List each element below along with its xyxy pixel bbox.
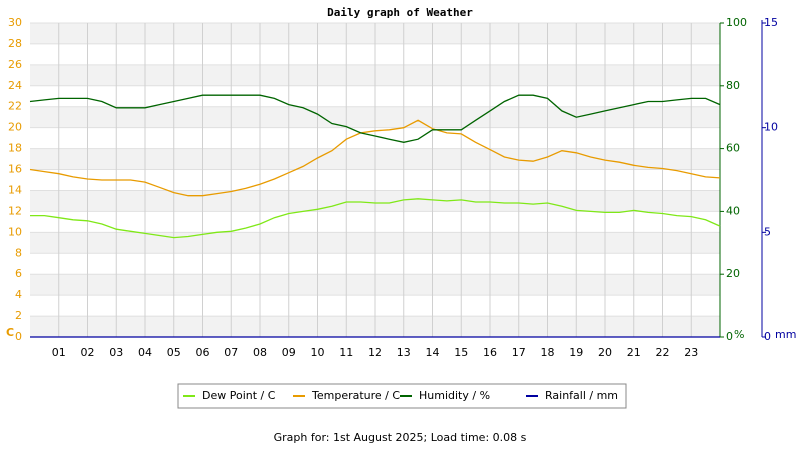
y2-tick-label: 80 (726, 79, 740, 92)
y2-tick-label: 40 (726, 204, 740, 217)
y-tick-label: 26 (8, 58, 22, 71)
y-axis-label: C (6, 326, 14, 339)
x-tick-label: 07 (224, 346, 238, 359)
y2-tick-label: 20 (726, 267, 740, 280)
y-tick-label: 30 (8, 16, 22, 29)
x-tick-label: 21 (627, 346, 641, 359)
y-tick-label: 20 (8, 121, 22, 134)
x-tick-label: 23 (684, 346, 698, 359)
legend-label: Humidity / % (419, 389, 490, 402)
y-tick-label: 22 (8, 100, 22, 113)
x-tick-label: 04 (138, 346, 152, 359)
y3-axis-label: mm (775, 328, 796, 341)
x-tick-label: 17 (512, 346, 526, 359)
x-tick-label: 05 (167, 346, 181, 359)
legend-label: Rainfall / mm (545, 389, 618, 402)
y2-tick-label: 60 (726, 142, 740, 155)
x-tick-label: 06 (196, 346, 210, 359)
y-tick-label: 12 (8, 204, 22, 217)
x-tick-label: 01 (52, 346, 66, 359)
x-tick-label: 13 (397, 346, 411, 359)
y2-tick-label: 100 (726, 16, 747, 29)
x-tick-label: 12 (368, 346, 382, 359)
y-tick-label: 2 (15, 309, 22, 322)
legend-label: Temperature / C (311, 389, 400, 402)
y-tick-label: 14 (8, 183, 22, 196)
series-line (29, 119, 721, 197)
y-tick-label: 6 (15, 267, 22, 280)
y2-axis-label: % (734, 328, 744, 341)
y3-tick-label: 5 (764, 225, 771, 238)
x-tick-label: 02 (81, 346, 95, 359)
y-tick-label: 4 (15, 288, 22, 301)
series-line (29, 94, 721, 143)
y3-tick-label: 10 (764, 121, 778, 134)
y3-tick-label: 0 (764, 330, 771, 343)
x-tick-label: 10 (311, 346, 325, 359)
x-tick-label: 16 (483, 346, 497, 359)
x-tick-label: 14 (426, 346, 440, 359)
x-tick-label: 11 (339, 346, 353, 359)
x-tick-label: 08 (253, 346, 267, 359)
y3-tick-label: 15 (764, 16, 778, 29)
x-tick-label: 15 (454, 346, 468, 359)
x-tick-label: 22 (656, 346, 670, 359)
y-tick-label: 16 (8, 163, 22, 176)
x-tick-label: 09 (282, 346, 296, 359)
series-line (30, 198, 721, 239)
x-tick-label: 19 (569, 346, 583, 359)
x-tick-label: 20 (598, 346, 612, 359)
y-tick-label: 24 (8, 79, 22, 92)
y-tick-label: 28 (8, 37, 22, 50)
y-tick-label: 0 (15, 330, 22, 343)
legend-label: Dew Point / C (202, 389, 276, 402)
y2-tick-label: 0 (726, 330, 733, 343)
chart-title: Daily graph of Weather (327, 6, 473, 19)
x-tick-label: 18 (541, 346, 555, 359)
y-tick-label: 10 (8, 225, 22, 238)
y-tick-label: 8 (15, 246, 22, 259)
footer: Graph for: 1st August 2025; Load time: 0… (274, 431, 527, 444)
x-tick-label: 03 (109, 346, 123, 359)
y-tick-label: 18 (8, 142, 22, 155)
